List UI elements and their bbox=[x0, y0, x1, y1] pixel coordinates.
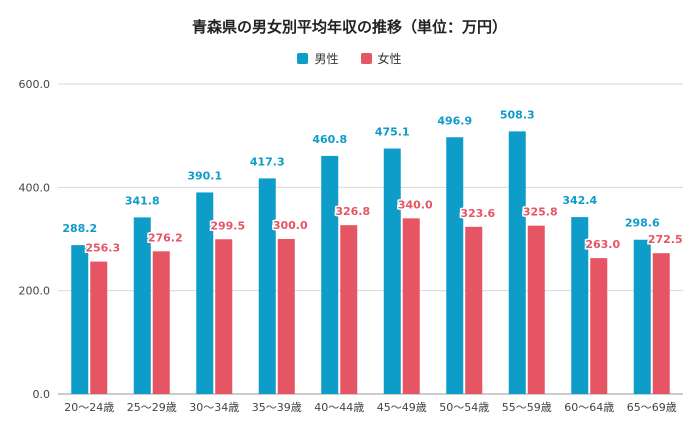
chart-title: 青森県の男女別平均年収の推移（単位：万円） bbox=[191, 18, 507, 36]
bar-female-9 bbox=[652, 253, 670, 394]
data-label-female-0: 256.3 bbox=[85, 242, 120, 255]
x-tick-label-8: 60〜64歳 bbox=[564, 401, 614, 414]
x-tick-label-9: 65〜69歳 bbox=[627, 401, 677, 414]
legend-swatch-female bbox=[360, 53, 372, 64]
legend-item-male: 男性 bbox=[297, 50, 339, 67]
bar-male-3 bbox=[258, 178, 276, 394]
x-tick-label-2: 30〜34歳 bbox=[189, 401, 239, 414]
bar-male-5 bbox=[383, 148, 401, 394]
data-label-male-8: 342.4 bbox=[562, 194, 597, 207]
x-tick-label-0: 20〜24歳 bbox=[64, 401, 114, 414]
x-tick-label-3: 35〜39歳 bbox=[252, 401, 302, 414]
data-label-female-2: 299.5 bbox=[210, 219, 245, 232]
bar-female-8 bbox=[590, 258, 608, 394]
bar-male-7 bbox=[508, 131, 526, 394]
data-label-male-5: 475.1 bbox=[375, 126, 410, 139]
data-label-male-7: 508.3 bbox=[500, 108, 535, 121]
data-label-female-3: 300.0 bbox=[273, 219, 308, 232]
data-label-female-5: 340.0 bbox=[398, 198, 433, 211]
data-label-female-1: 276.2 bbox=[148, 231, 183, 244]
x-tick-label-5: 45〜49歳 bbox=[377, 401, 427, 414]
y-tick-label-2: 400.0 bbox=[19, 181, 51, 194]
bar-female-0 bbox=[90, 261, 108, 394]
data-label-male-1: 341.8 bbox=[125, 194, 160, 207]
y-tick-label-3: 600.0 bbox=[19, 78, 51, 91]
bar-female-2 bbox=[215, 239, 233, 394]
data-label-male-6: 496.9 bbox=[437, 114, 472, 127]
data-label-male-0: 288.2 bbox=[62, 222, 97, 235]
bar-male-2 bbox=[196, 192, 214, 394]
legend-label-female: 女性 bbox=[377, 52, 402, 66]
data-label-female-8: 263.0 bbox=[585, 238, 620, 251]
legend-label-male: 男性 bbox=[314, 52, 339, 66]
x-tick-label-1: 25〜29歳 bbox=[127, 401, 177, 414]
chart-legend: 男性 女性 bbox=[0, 50, 699, 67]
data-label-female-4: 326.8 bbox=[335, 205, 370, 218]
y-tick-label-1: 200.0 bbox=[19, 285, 51, 298]
data-label-female-9: 272.5 bbox=[648, 233, 683, 246]
bar-female-7 bbox=[527, 225, 545, 394]
bar-male-1 bbox=[133, 217, 151, 394]
bar-male-9 bbox=[633, 239, 651, 394]
bar-female-1 bbox=[152, 251, 170, 394]
bar-male-8 bbox=[571, 217, 589, 394]
bar-female-3 bbox=[277, 239, 295, 394]
data-label-male-4: 460.8 bbox=[312, 133, 347, 146]
bar-male-6 bbox=[446, 137, 464, 395]
bar-male-0 bbox=[71, 245, 89, 394]
bar-male-4 bbox=[321, 155, 339, 394]
legend-item-female: 女性 bbox=[360, 50, 402, 67]
x-tick-label-4: 40〜44歳 bbox=[314, 401, 364, 414]
bar-female-6 bbox=[465, 226, 483, 394]
data-label-male-3: 417.3 bbox=[250, 155, 285, 168]
bar-female-4 bbox=[340, 225, 358, 394]
bar-female-5 bbox=[402, 218, 420, 394]
data-label-male-2: 390.1 bbox=[187, 169, 222, 182]
y-tick-label-0: 0.0 bbox=[33, 388, 51, 401]
x-tick-label-6: 50〜54歳 bbox=[439, 401, 489, 414]
data-label-female-6: 323.6 bbox=[460, 207, 495, 220]
legend-swatch-male bbox=[297, 53, 309, 64]
x-tick-label-7: 55〜59歳 bbox=[502, 401, 552, 414]
data-label-male-9: 298.6 bbox=[625, 217, 660, 230]
data-label-female-7: 325.8 bbox=[523, 206, 558, 219]
